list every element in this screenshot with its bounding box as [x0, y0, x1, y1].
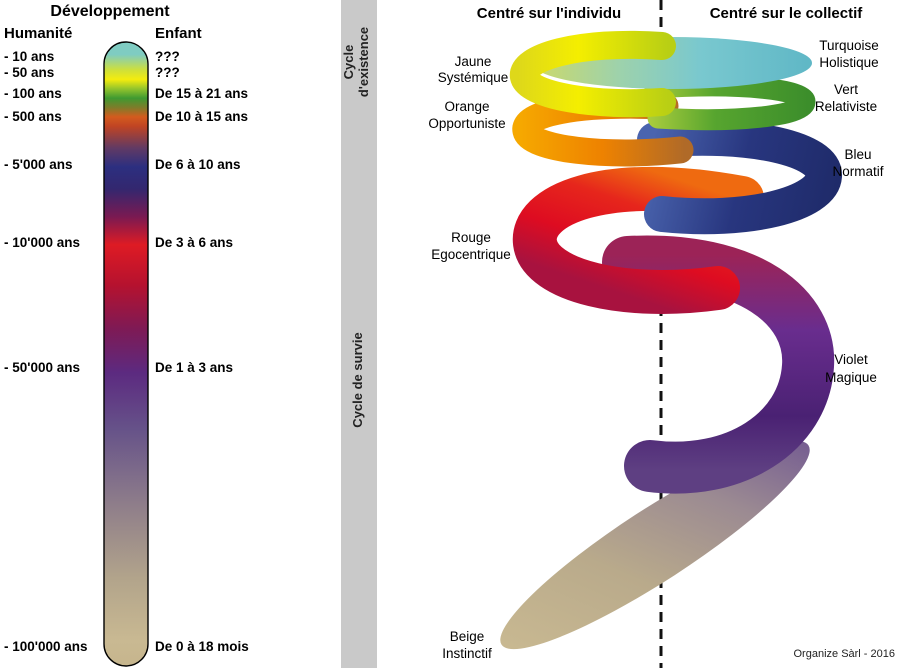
spiral-panel: Centré sur l'individu Centré sur le coll… [428, 0, 895, 668]
child-age-label: De 1 à 3 ans [155, 360, 233, 375]
child-age-label: ??? [155, 49, 180, 64]
label-turquoise-line1: Turquoise [819, 38, 879, 53]
spiral-level-beige [500, 440, 810, 650]
credit-line: Organize Sàrl - 2016 [794, 648, 896, 660]
label-violet-line2: Magique [825, 370, 877, 385]
human-age-label: - 50 ans [4, 65, 54, 80]
column-header-humanite: Humanité [4, 25, 72, 42]
cycle-existence-label-line2: d'existence [356, 27, 371, 97]
label-bleu-line1: Bleu [844, 147, 871, 162]
child-age-label: De 0 à 18 mois [155, 639, 249, 654]
label-turquoise-line2: Holistique [819, 55, 878, 70]
human-age-label: - 10'000 ans [4, 235, 80, 250]
label-rouge-line2: Egocentrique [431, 247, 511, 262]
label-rouge-line1: Rouge [451, 230, 491, 245]
child-age-label: De 15 à 21 ans [155, 86, 248, 101]
label-vert-line1: Vert [834, 82, 858, 97]
spiral-level-labels: Turquoise Holistique Jaune Systémique Ve… [428, 38, 883, 661]
label-violet-line1: Violet [834, 352, 868, 367]
cycle-bar-background [341, 0, 377, 668]
column-header-enfant: Enfant [155, 25, 202, 42]
panel-title: Développement [50, 3, 170, 20]
label-jaune-line2: Systémique [438, 70, 509, 85]
label-bleu-line2: Normatif [832, 164, 883, 179]
label-beige-line1: Beige [450, 629, 485, 644]
cycle-bar: Cycle d'existence Cycle de survie [341, 0, 377, 668]
spiral-ribbon [500, 30, 842, 650]
human-age-label: - 100 ans [4, 86, 62, 101]
human-age-label: - 50'000 ans [4, 360, 80, 375]
child-age-label: De 10 à 15 ans [155, 109, 248, 124]
spiral-level-jaune [509, 30, 676, 118]
timeline-rows: - 10 ans - 50 ans - 100 ans - 500 ans - … [4, 49, 249, 654]
human-age-label: - 100'000 ans [4, 639, 88, 654]
spiral-level-rouge [512, 166, 764, 314]
label-beige-line2: Instinctif [442, 646, 492, 661]
cycle-existence-label-line1: Cycle [341, 45, 356, 80]
child-age-label: ??? [155, 65, 180, 80]
development-panel: Développement Humanité Enfant - 10 ans -… [4, 3, 249, 667]
child-age-label: De 6 à 10 ans [155, 157, 241, 172]
header-collective: Centré sur le collectif [710, 5, 864, 22]
human-age-label: - 500 ans [4, 109, 62, 124]
spiral-level-bleu [637, 119, 842, 235]
label-orange-line1: Orange [444, 99, 489, 114]
header-individual: Centré sur l'individu [477, 5, 621, 22]
label-vert-line2: Relativiste [815, 99, 877, 114]
human-age-label: - 10 ans [4, 49, 54, 64]
label-jaune-line1: Jaune [455, 54, 492, 69]
human-age-label: - 5'000 ans [4, 157, 73, 172]
cycle-survival-label: Cycle de survie [350, 332, 365, 427]
child-age-label: De 3 à 6 ans [155, 235, 233, 250]
development-gradient-capsule [103, 41, 149, 667]
label-orange-line2: Opportuniste [428, 116, 505, 131]
